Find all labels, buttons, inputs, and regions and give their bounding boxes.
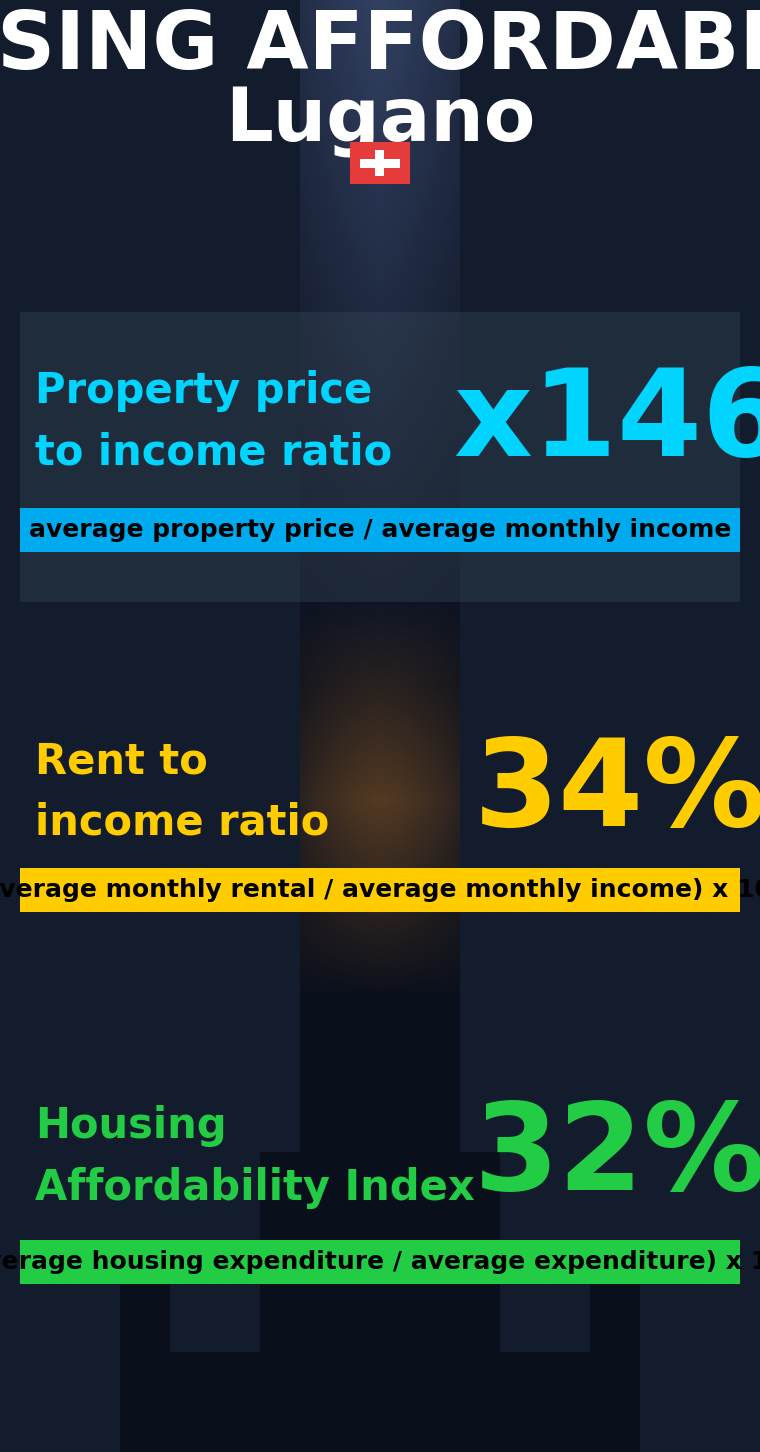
Text: Housing
Affordability Index: Housing Affordability Index	[35, 1105, 475, 1210]
FancyBboxPatch shape	[360, 160, 400, 168]
Text: x146: x146	[453, 363, 760, 481]
FancyBboxPatch shape	[375, 150, 384, 176]
Text: Rent to
income ratio: Rent to income ratio	[35, 741, 329, 844]
FancyBboxPatch shape	[20, 312, 740, 603]
FancyBboxPatch shape	[20, 508, 740, 552]
Text: 34%: 34%	[473, 733, 760, 851]
Text: Lugano: Lugano	[225, 86, 535, 158]
Text: HOUSING AFFORDABILITY: HOUSING AFFORDABILITY	[0, 9, 760, 86]
FancyBboxPatch shape	[20, 868, 740, 912]
FancyBboxPatch shape	[20, 1240, 740, 1284]
Text: (average housing expenditure / average expenditure) x 100: (average housing expenditure / average e…	[0, 1250, 760, 1273]
Text: (average monthly rental / average monthly income) x 100: (average monthly rental / average monthl…	[0, 878, 760, 902]
FancyBboxPatch shape	[350, 142, 410, 184]
Text: average property price / average monthly income: average property price / average monthly…	[29, 518, 731, 542]
Text: 32%: 32%	[473, 1099, 760, 1215]
Text: Property price
to income ratio: Property price to income ratio	[35, 370, 392, 473]
